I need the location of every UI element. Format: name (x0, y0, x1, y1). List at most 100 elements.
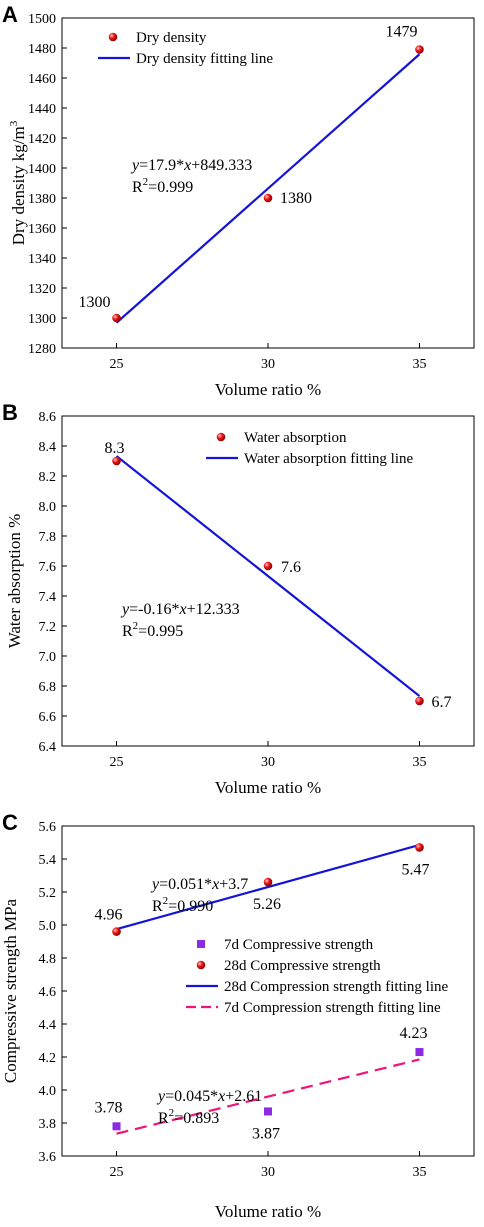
data-point (112, 927, 121, 936)
r-squared-text: R2=0.990 (152, 895, 213, 915)
y-tick-label: 1300 (28, 312, 56, 327)
data-point (263, 877, 273, 887)
y-tick-label: 7.0 (39, 650, 57, 665)
legend-symbol (108, 32, 118, 42)
legend-symbol (216, 432, 226, 442)
data-label: 3.78 (95, 1099, 123, 1116)
y-axis-title: Water absorption % (5, 514, 24, 649)
data-label: 6.7 (431, 694, 451, 711)
equation-text: y=-0.16*x+12.333 (120, 601, 240, 618)
panel-letter: B (2, 400, 18, 425)
legend-symbol (197, 940, 205, 948)
y-tick-label: 8.0 (39, 500, 57, 515)
legend-symbol (196, 960, 206, 970)
y-tick-label: 1400 (28, 162, 56, 177)
data-point (112, 1122, 121, 1131)
fit-line-3 (116, 1058, 420, 1135)
y-tick-label: 6.8 (39, 680, 57, 695)
y-tick-label: 1480 (28, 42, 56, 57)
y-axis-title-text: Dry density kg/m (9, 126, 28, 245)
y-tick-label: 5.6 (39, 820, 57, 835)
data-label: 7.6 (281, 559, 301, 576)
data-label: 5.47 (401, 861, 429, 878)
fit-equation: y=-0.16*x+12.333 R2=0.995 (120, 601, 240, 640)
data-point (264, 1107, 272, 1116)
legend-label: Dry density fitting line (136, 51, 273, 67)
data-point (112, 456, 121, 466)
fit-equation: y=17.9*x+849.333 R2=0.999 (130, 157, 252, 196)
y-axis-title-text: Water absorption % (5, 514, 24, 649)
y-tick-label: 1500 (28, 12, 56, 27)
fit-equation: y=0.045*x+2.61 R2=0.893 (156, 1088, 262, 1127)
y-axis-title: Compressive strength MPa (1, 898, 20, 1083)
x-tick-label: 25 (110, 1165, 124, 1180)
panel-A: A 1280 1300 1320 1340 1360 1380 1400 1420 1440 146… (2, 2, 475, 399)
y-tick-label: 1380 (28, 192, 56, 207)
y-tick-label: 3.6 (39, 1150, 57, 1165)
data-label: 5.26 (253, 896, 281, 913)
y-tick-label: 7.8 (39, 530, 57, 545)
x-axis-title: Volume ratio % (215, 778, 321, 797)
y-axis-title-text: Compressive strength MPa (1, 898, 20, 1083)
r-squared-text: R2=0.893 (158, 1107, 219, 1127)
x-tick-label: 35 (412, 357, 426, 372)
y-tick-label: 1320 (28, 282, 56, 297)
panel-letter: C (2, 810, 18, 835)
x-axis-title: Volume ratio % (215, 380, 321, 399)
legend-label: 7d Compressive strength (224, 937, 374, 953)
y-tick-label: 3.8 (39, 1117, 57, 1132)
legend-label: Water absorption fitting line (244, 451, 414, 467)
y-tick-label: 7.6 (39, 560, 57, 575)
fit-line-2 (116, 843, 420, 931)
legend: Dry density Dry density fitting line (98, 30, 273, 67)
y-tick-label: 7.2 (39, 620, 57, 635)
y-tick-label: 4.2 (39, 1051, 57, 1066)
y-tick-label: 1340 (28, 252, 56, 267)
y-tick-label: 4.4 (39, 1018, 57, 1033)
y-tick-label: 1280 (28, 342, 56, 357)
r-squared-text: R2=0.999 (132, 176, 193, 196)
data-label: 1380 (280, 190, 312, 207)
data-point (263, 561, 273, 571)
data-label: 4.96 (95, 907, 123, 924)
legend-label: 7d Compression strength fitting line (224, 1000, 441, 1016)
legend: Water absorption Water absorption fitting… (206, 430, 414, 467)
y-tick-label: 6.6 (39, 710, 57, 725)
x-tick-label: 30 (261, 357, 275, 372)
y-tick-label: 5.4 (39, 853, 57, 868)
data-label: 1479 (385, 24, 417, 41)
data-point (415, 45, 424, 54)
fit-line-1 (115, 53, 421, 324)
data-point (415, 1048, 424, 1057)
data-point (112, 313, 121, 323)
legend-label: Water absorption (244, 430, 347, 446)
y-tick-label: 8.4 (39, 440, 57, 455)
y-tick-label: 1440 (28, 102, 56, 117)
y-tick-label: 8.2 (39, 470, 57, 485)
x-tick-label: 25 (110, 357, 124, 372)
y-tick-label: 7.4 (39, 590, 57, 605)
data-label: 3.87 (252, 1125, 280, 1142)
plot-frame (61, 17, 475, 349)
data-label: 8.3 (105, 440, 125, 457)
y-tick-label: 1360 (28, 222, 56, 237)
fit-equation: y=0.051*x+3.7 R2=0.990 (150, 876, 248, 915)
y-axis-title-sup: 3 (8, 120, 20, 126)
data-point (415, 843, 424, 852)
y-tick-label: 4.0 (39, 1084, 57, 1099)
x-tick-label: 35 (412, 755, 426, 770)
y-tick-label: 4.8 (39, 952, 57, 967)
legend-label: 28d Compressive strength (224, 958, 381, 974)
y-tick-label: 6.4 (39, 740, 57, 755)
r-squared-text: R2=0.995 (122, 620, 183, 640)
x-tick-label: 35 (412, 1165, 426, 1180)
legend: 7d Compressive strength 28d Compressive s… (186, 937, 448, 1016)
data-label: 4.23 (399, 1025, 427, 1042)
x-tick-label: 30 (261, 755, 275, 770)
x-tick-label: 30 (261, 1165, 275, 1180)
y-tick-label: 5.0 (39, 919, 57, 934)
x-axis-title: Volume ratio % (215, 1202, 321, 1221)
y-tick-label: 5.2 (39, 886, 57, 901)
